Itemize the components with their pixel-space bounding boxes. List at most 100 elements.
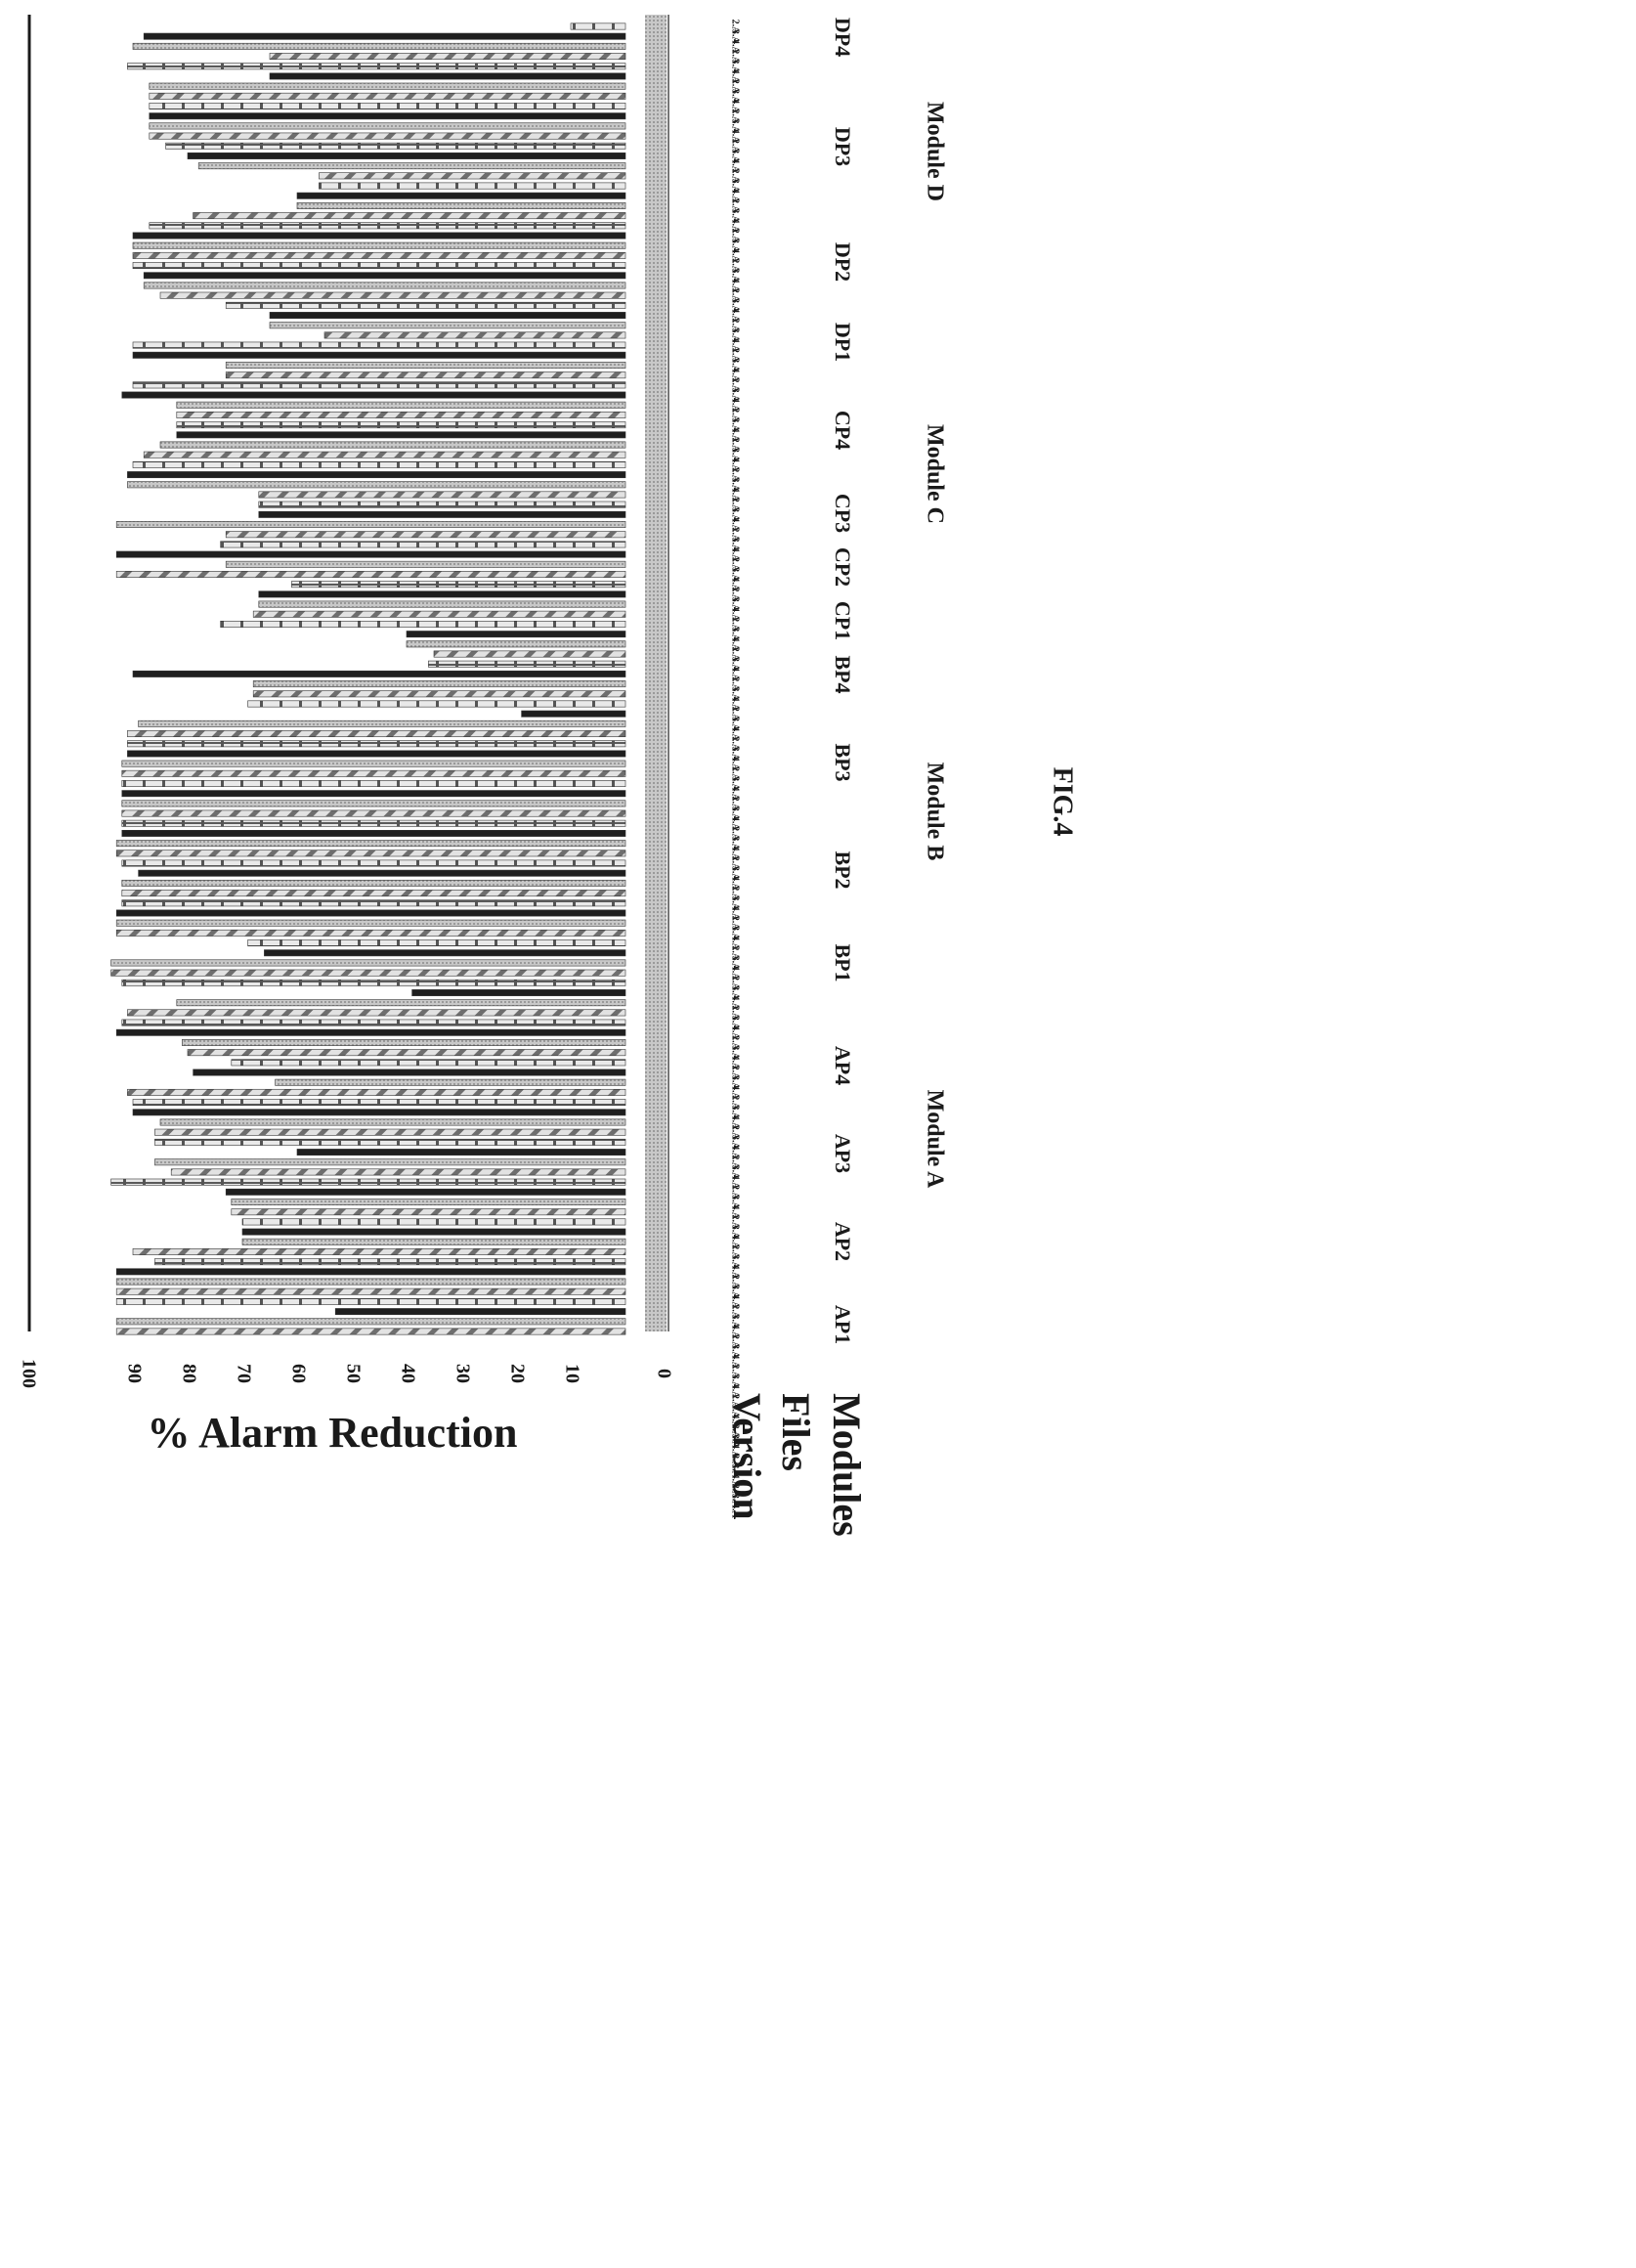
version-label: 2.A [730,766,741,782]
version-label: 2.A [730,198,741,214]
bar [197,162,626,170]
bar [269,312,626,319]
bar [433,650,626,658]
file-label-cp3: CP3 [831,494,855,533]
version-label: 4.A [730,1115,741,1131]
bar [121,760,626,767]
version-label: 4.A [730,846,741,861]
bar [115,521,626,529]
bar [127,471,626,479]
version-label: 4.A [730,488,741,503]
version-label: 4.A [730,1145,741,1160]
y-tick-label: 100 [18,1359,39,1388]
bar [225,1188,626,1196]
version-label: 2.A [730,79,741,95]
version-label: 2.A [730,229,741,244]
version-label: 3.A [730,866,741,882]
version-label: 4.A [730,936,741,951]
version-label: 3.A [730,686,741,702]
bar [115,850,626,857]
bar [132,460,626,468]
version-label: 3.A [730,89,741,105]
version-label: 4.A [730,906,741,922]
axis-layer [27,15,669,1331]
bar [127,481,626,489]
file-label-dp1: DP1 [831,323,855,362]
bar [121,780,626,787]
bar [323,331,626,339]
version-label: 2.A [730,139,741,154]
module-label-b: Module B [922,763,947,861]
version-label: 3.A [730,1254,741,1270]
version-label: 2.A [730,288,741,304]
bar [258,590,626,598]
bar [132,1099,626,1107]
bar [115,919,626,927]
version-label: 4.A [730,39,741,55]
bar [121,769,626,777]
bar [411,989,626,996]
version-label: 2.A [730,1304,741,1320]
version-label: 3.A [730,1344,741,1360]
file-label-ap4: AP4 [831,1046,855,1085]
bar [296,192,626,199]
version-label: 3.A [730,388,741,404]
file-label-bp3: BP3 [831,743,855,781]
version-label: 3.A [730,1016,741,1031]
version-label: 3.A [730,1314,741,1330]
version-label: 2.A [730,498,741,513]
bar [115,1287,626,1295]
version-label: 4.A [730,1204,741,1220]
version-label: 3.A [730,807,741,822]
version-label: 2.A [730,408,741,423]
version-label: 2.A [730,736,741,752]
y-tick-label: 0 [653,1369,674,1378]
version-label: 3.A [730,1225,741,1241]
version-label: 4.A [730,1025,741,1041]
version-label: 4.A [730,398,741,414]
version-label: 4.A [730,1294,741,1310]
bar [121,809,626,817]
bar [149,92,626,100]
bar [127,750,626,758]
version-label: 2.A [730,20,741,35]
bar [127,740,626,748]
bar [182,1039,626,1046]
bar [132,351,626,359]
bar [220,620,626,628]
y-tick-label: 60 [287,1364,309,1383]
bar [319,182,626,190]
bar [121,899,626,907]
row-label-files: Files [774,1393,818,1471]
bar [428,660,626,668]
version-label: 3.A [730,836,741,851]
bar [149,222,626,230]
bar [132,42,626,50]
bar [121,819,626,827]
bar [241,1218,626,1226]
bar [121,391,626,399]
version-label: 2.A [730,945,741,961]
bar [127,730,626,738]
bar [241,1228,626,1236]
version-label: 3.A [730,538,741,553]
version-label: 3.A [730,597,741,613]
version-label: 3.A [730,507,741,523]
bar [258,491,626,499]
bar [115,909,626,917]
version-label: 4.A [730,816,741,832]
version-label: 3.A [730,298,741,314]
version-label: 2.A [730,168,741,184]
version-label: 4.A [730,1085,741,1101]
version-label: 2.A [730,588,741,603]
version-label: 2.A [730,856,741,872]
bar [231,1199,626,1205]
bar [187,153,626,159]
version-label: 4.A [730,995,741,1011]
version-label: 3.A [730,1195,741,1210]
y-tick-label: 50 [342,1364,364,1383]
y-tick-label: 90 [123,1364,145,1383]
bar [115,1028,626,1036]
row-label-version: Version [725,1393,769,1520]
